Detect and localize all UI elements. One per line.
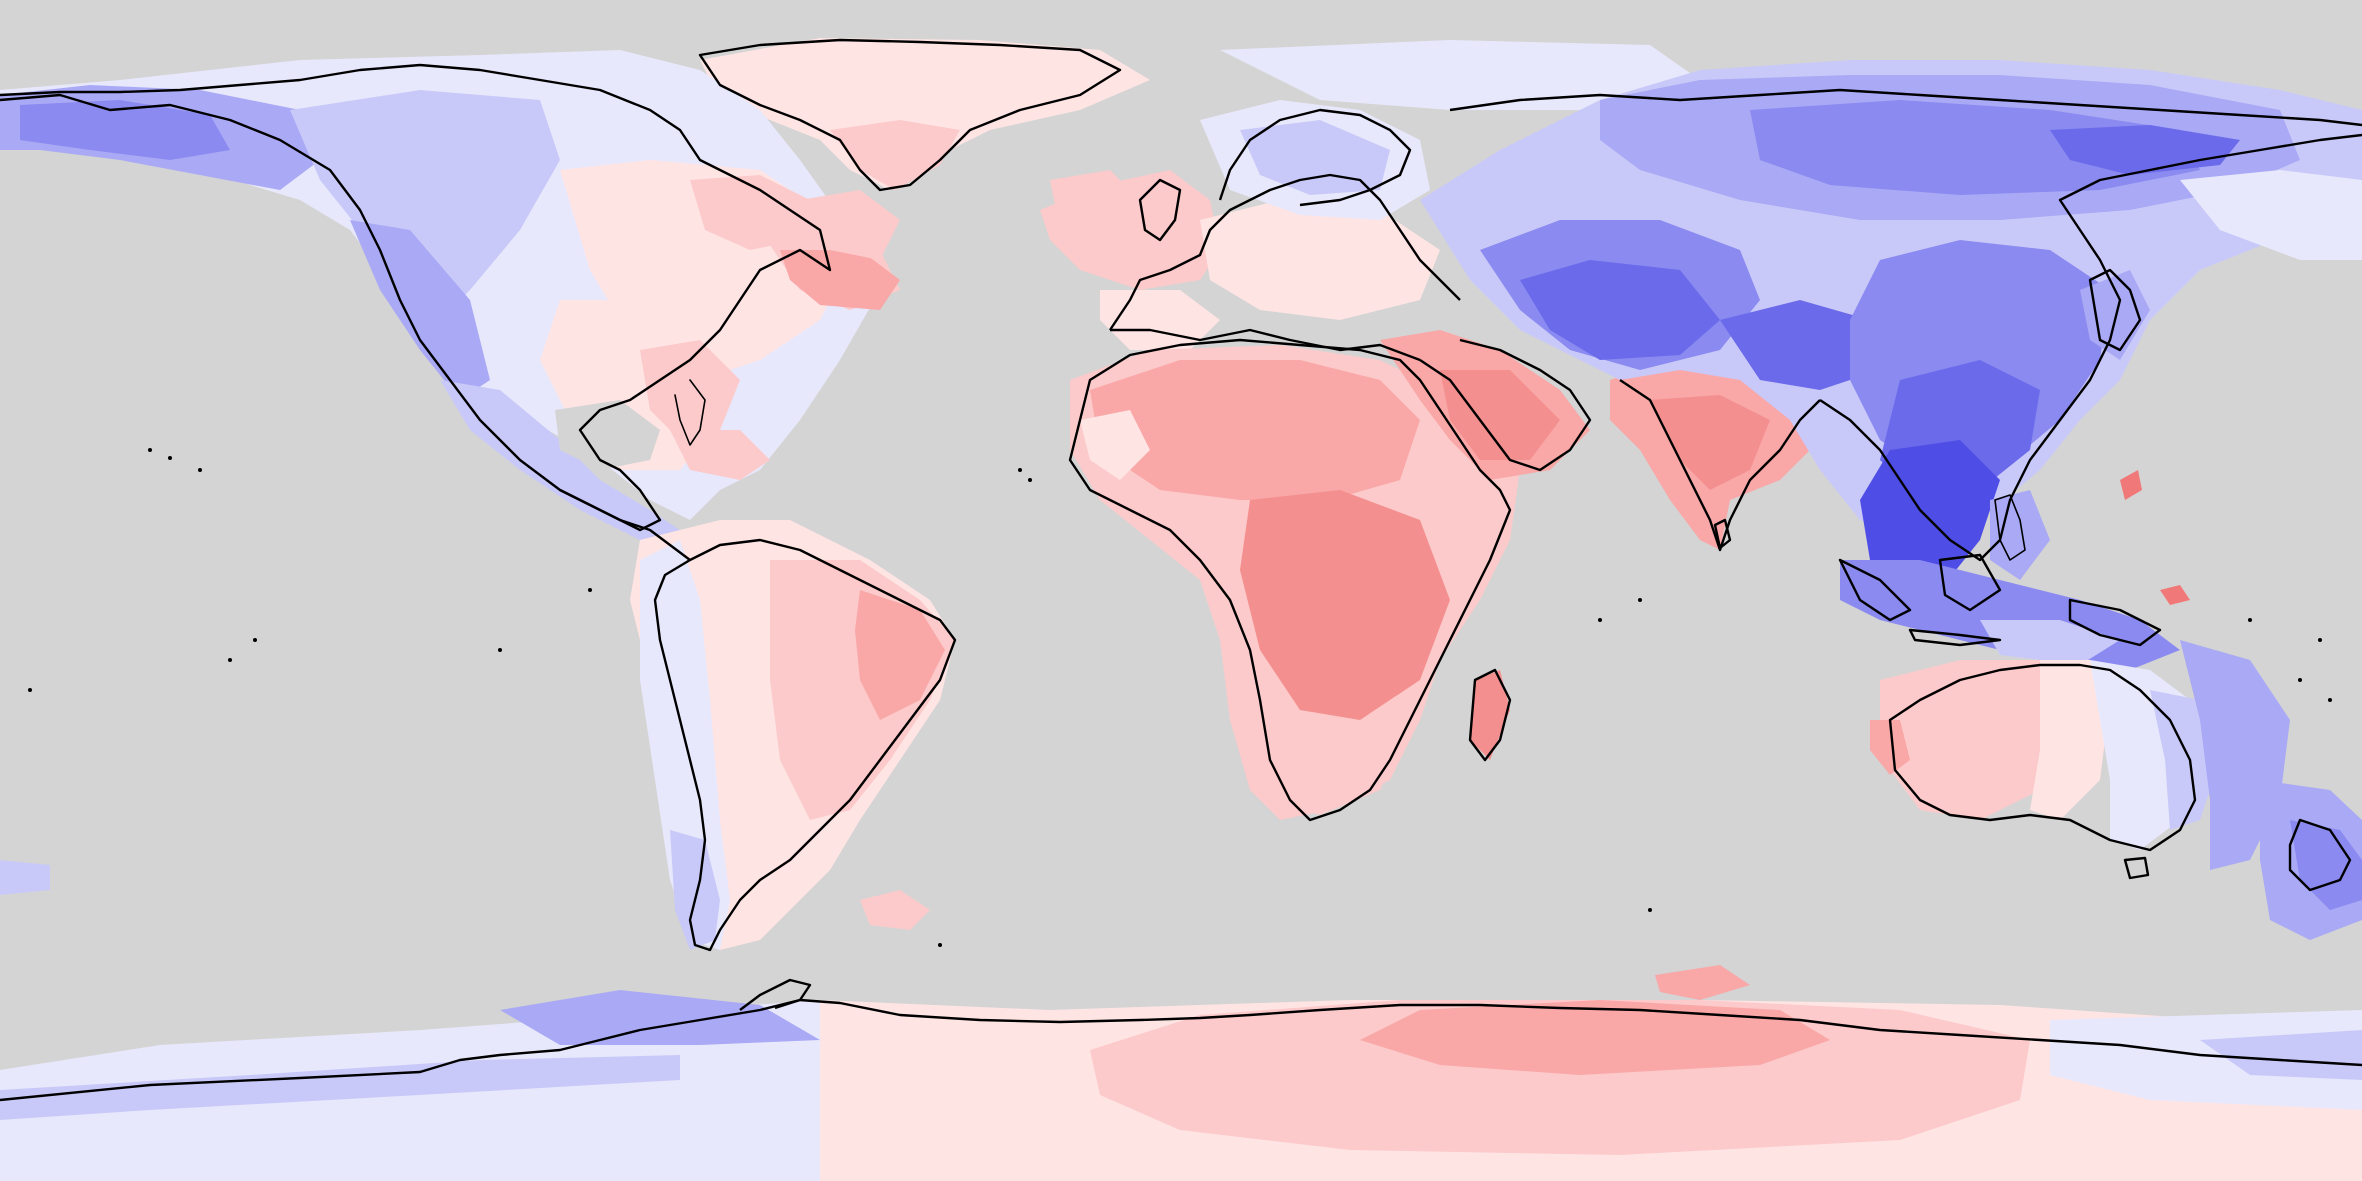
indonesia-light <box>1980 620 2120 665</box>
patagonia-blue <box>670 830 720 950</box>
west-pacific-blue <box>0 860 50 895</box>
mexico-blue <box>440 380 680 540</box>
coastline-australia <box>1888 663 2197 852</box>
coastline-arctic-asia <box>1449 88 2362 127</box>
us-southeast-warm <box>640 340 740 440</box>
coastline-java <box>1908 628 2002 647</box>
greenland-warm <box>830 120 960 190</box>
coastline-borneo <box>1938 553 2002 612</box>
antarctica-east-core <box>1360 1000 1830 1075</box>
coastlines <box>0 38 2362 1102</box>
coastline-sri-lanka <box>1713 518 1732 550</box>
scandinavia-core <box>1240 120 1390 195</box>
coastline-florida <box>674 379 706 446</box>
weddell-blue <box>500 990 820 1045</box>
anomaly-field <box>0 38 2362 1181</box>
coastline-greenland <box>698 38 1122 192</box>
alaska-core <box>20 100 230 160</box>
coastline-south-america <box>653 538 957 952</box>
ross-blue2 <box>2200 1030 2362 1080</box>
south-america-west-blue <box>640 540 730 950</box>
coastline-east-asia <box>1819 133 2362 562</box>
caribbean-warm <box>670 430 770 480</box>
coastline-africa <box>1068 338 1512 822</box>
pacific-warm-spot2 <box>2160 585 2190 605</box>
coastline-madagascar <box>1468 668 1512 762</box>
coastline-philippines <box>1994 494 2026 561</box>
sahara-warm <box>1090 360 1420 500</box>
coastline-arabia <box>1419 338 1592 472</box>
coastline-scandinavia <box>1218 108 1412 207</box>
central-asia-core <box>1520 260 1720 360</box>
europe-central <box>1200 200 1440 320</box>
coastline-britain <box>1138 178 1182 242</box>
coastline-sumatra <box>1838 558 1912 622</box>
coastline-tasmania <box>2123 856 2150 880</box>
madagascar-warm <box>1470 670 1510 760</box>
coastline-north-america <box>0 63 832 532</box>
coastline-new-guinea <box>2068 598 2162 647</box>
kerguelen-warm <box>1655 965 1750 1000</box>
sahel-light <box>1080 410 1150 480</box>
siberia-core <box>1750 100 2200 195</box>
philippines-blue <box>1990 490 2050 580</box>
north-atlantic-warm <box>800 190 900 260</box>
coastline-india <box>1619 379 1821 552</box>
coastline-mediterranean <box>1110 328 1421 362</box>
australia-light <box>2030 660 2110 820</box>
w-australia-warm <box>1870 720 1910 775</box>
greenland-region <box>700 38 1150 190</box>
coastline-japan <box>2088 268 2142 352</box>
argentina-warm <box>860 890 930 930</box>
japan-blue <box>2080 270 2150 360</box>
coastline-central-america <box>559 488 691 561</box>
gulf-mexico <box>555 400 660 470</box>
south-africa-warm <box>1250 710 1400 815</box>
iberia-warm <box>1100 290 1220 350</box>
arabia-core <box>1440 370 1560 460</box>
coastline-new-zealand <box>2288 818 2352 892</box>
islands <box>28 448 2332 947</box>
coastline-antarctic-peninsula <box>739 978 812 1011</box>
barents-blue <box>1220 40 1700 110</box>
africa-core <box>1240 490 1450 720</box>
north-sea-warm <box>1050 170 1140 240</box>
coastline-antarctica <box>0 998 2362 1102</box>
antarctica-west-stripe <box>0 1055 680 1120</box>
coastline-europe <box>1109 173 1461 331</box>
india-core <box>1650 395 1770 490</box>
pacific-warm-spot <box>2120 470 2142 500</box>
tibet-deep <box>1720 300 1880 390</box>
canada-west-blue <box>290 90 560 330</box>
kamchatka-light <box>2180 170 2362 260</box>
newfoundland-warm <box>780 250 900 310</box>
brazil-core <box>855 590 945 720</box>
